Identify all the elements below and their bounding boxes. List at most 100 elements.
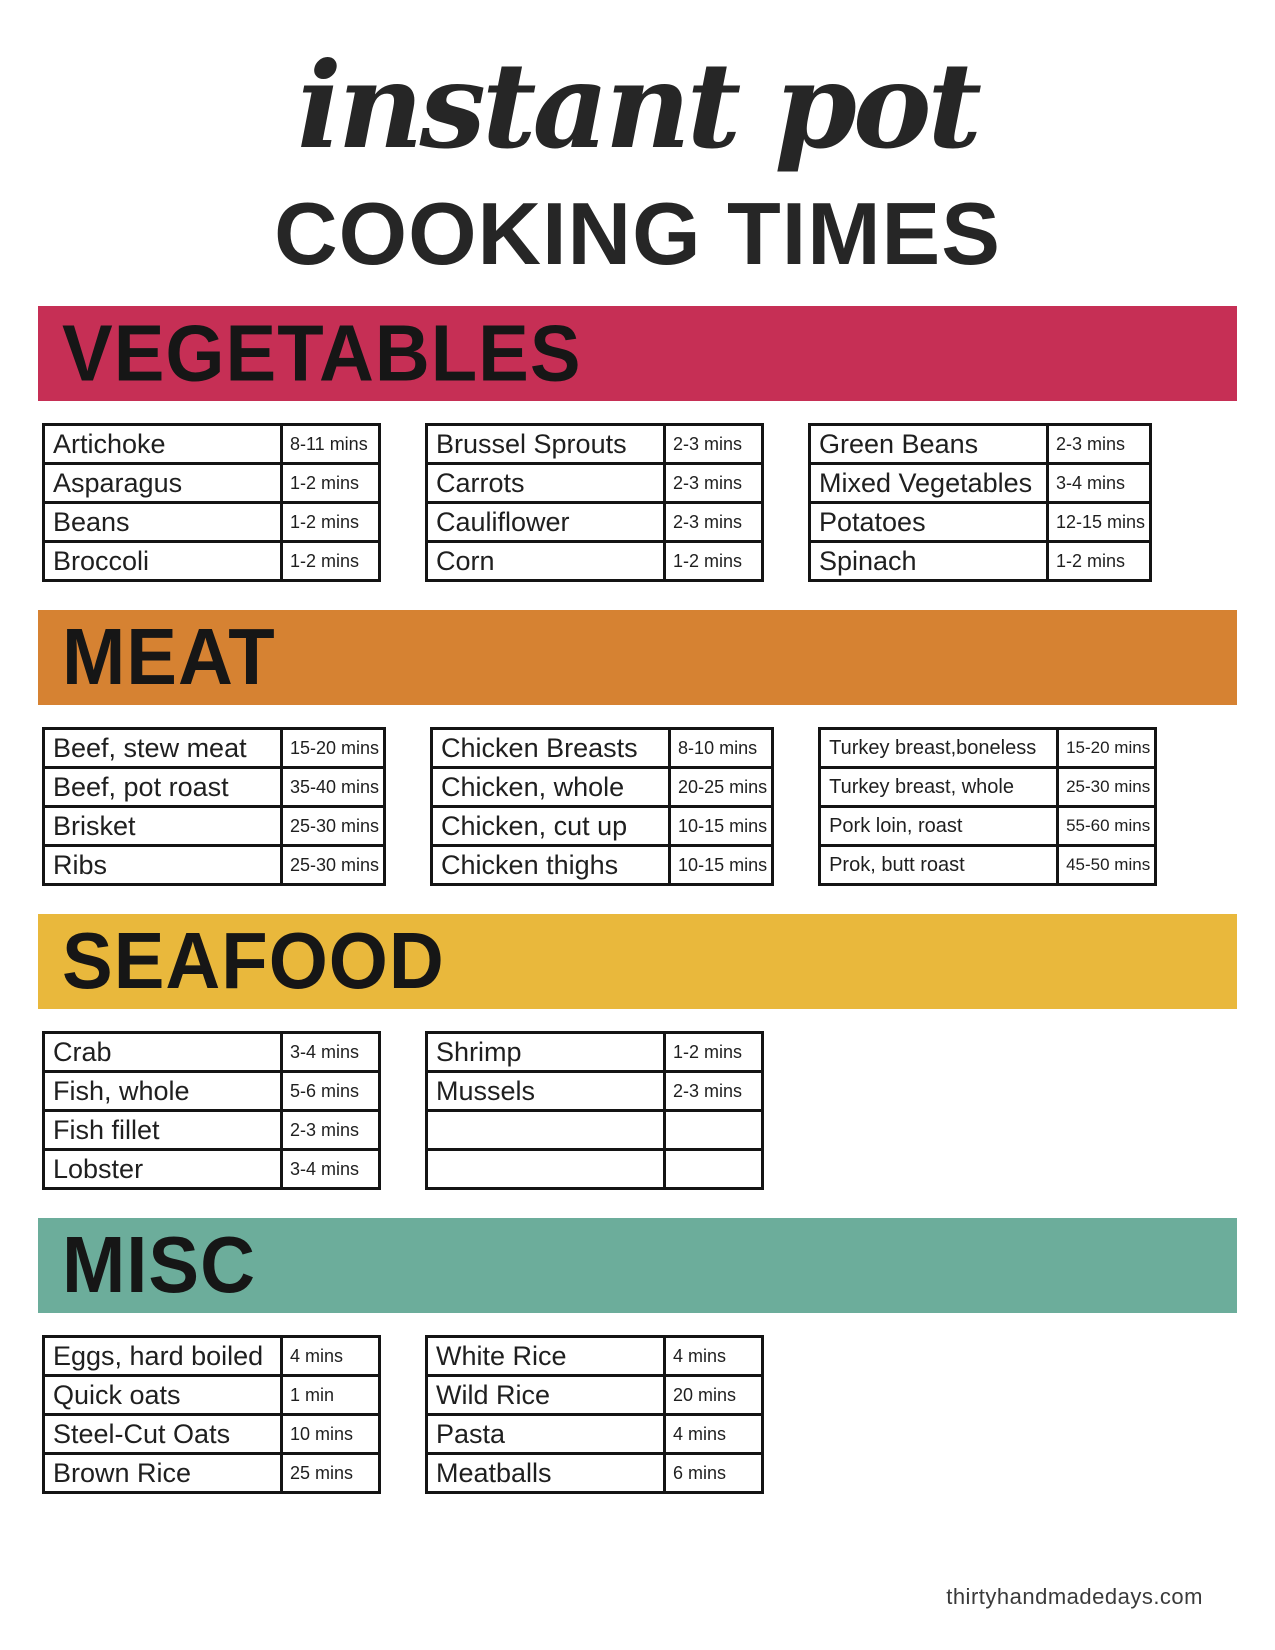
food-name-cell: Pork loin, roast: [818, 805, 1060, 847]
cook-time-cell: 25-30 mins: [279, 805, 387, 847]
cook-time-cell: [663, 1109, 764, 1151]
food-name-cell: Corn: [425, 540, 666, 582]
cook-time-cell: 3-4 mins: [1045, 462, 1153, 504]
cooking-times-table: Artichoke 8-11 mins Asparagus 1-2 mins Beans…: [42, 423, 381, 582]
section-vegetables: VEGETABLES Artichoke 8-11 mins Asparagus 1-…: [38, 306, 1237, 596]
section-banner-vegetables: VEGETABLES: [38, 306, 1237, 401]
table-row: Meatballs 6 mins: [425, 1452, 764, 1494]
food-name-cell: Wild Rice: [425, 1374, 666, 1416]
table-row: Potatoes 12-15 mins: [808, 501, 1153, 543]
table-row: Broccoli 1-2 mins: [42, 540, 381, 582]
table-row: Cauliflower 2-3 mins: [425, 501, 764, 543]
tables-meat: Beef, stew meat 15-20 mins Beef, pot roast…: [38, 705, 1237, 900]
table-row: [425, 1109, 764, 1151]
cook-time-cell: 1 min: [280, 1374, 381, 1416]
cook-time-cell: 45-50 mins: [1056, 844, 1158, 886]
table-row: [425, 1148, 764, 1190]
table-row: Fish, whole 5-6 mins: [42, 1070, 381, 1112]
food-name-cell: Ribs: [42, 844, 283, 886]
cook-time-cell: 10-15 mins: [668, 844, 775, 886]
section-title: MEAT: [62, 612, 276, 702]
food-name-cell: Chicken Breasts: [430, 727, 672, 769]
cook-time-cell: 10-15 mins: [668, 805, 775, 847]
table-row: Quick oats 1 min: [42, 1374, 381, 1416]
table-row: White Rice 4 mins: [425, 1335, 764, 1377]
food-name-cell: White Rice: [425, 1335, 666, 1377]
cook-time-cell: 1-2 mins: [280, 501, 381, 543]
cook-time-cell: 4 mins: [663, 1413, 764, 1455]
table-row: Green Beans 2-3 mins: [808, 423, 1153, 465]
food-name-cell: Carrots: [425, 462, 666, 504]
food-name-cell: [425, 1148, 666, 1190]
table-row: Turkey breast, whole 25-30 mins: [818, 766, 1158, 808]
table-row: Wild Rice 20 mins: [425, 1374, 764, 1416]
cook-time-cell: 1-2 mins: [663, 1031, 764, 1073]
food-name-cell: Green Beans: [808, 423, 1049, 465]
table-row: Steel-Cut Oats 10 mins: [42, 1413, 381, 1455]
table-row: Chicken Breasts 8-10 mins: [430, 727, 775, 769]
cook-time-cell: 1-2 mins: [1045, 540, 1153, 582]
food-name-cell: Chicken, whole: [430, 766, 672, 808]
table-row: Fish fillet 2-3 mins: [42, 1109, 381, 1151]
food-name-cell: Asparagus: [42, 462, 283, 504]
cook-time-cell: 8-10 mins: [668, 727, 775, 769]
food-name-cell: Artichoke: [42, 423, 283, 465]
cook-time-cell: [663, 1148, 764, 1190]
website-link: thirtyhandmadedays.com: [946, 1584, 1203, 1609]
tables-vegetables: Artichoke 8-11 mins Asparagus 1-2 mins Beans…: [38, 401, 1237, 596]
food-name-cell: Brussel Sprouts: [425, 423, 666, 465]
cooking-times-table: Brussel Sprouts 2-3 mins Carrots 2-3 mins Ca…: [425, 423, 764, 582]
food-name-cell: Prok, butt roast: [818, 844, 1060, 886]
table-row: Corn 1-2 mins: [425, 540, 764, 582]
cook-time-cell: 15-20 mins: [1056, 727, 1158, 769]
food-name-cell: Quick oats: [42, 1374, 283, 1416]
table-row: Artichoke 8-11 mins: [42, 423, 381, 465]
title-script: instant pot: [296, 36, 982, 175]
table-row: Prok, butt roast 45-50 mins: [818, 844, 1158, 886]
food-name-cell: Meatballs: [425, 1452, 666, 1494]
section-banner-seafood: SEAFOOD: [38, 914, 1237, 1009]
table-row: Pasta 4 mins: [425, 1413, 764, 1455]
cook-time-cell: 1-2 mins: [280, 462, 381, 504]
cook-time-cell: 4 mins: [280, 1335, 381, 1377]
cook-time-cell: 1-2 mins: [280, 540, 381, 582]
food-name-cell: Eggs, hard boiled: [42, 1335, 283, 1377]
cooking-times-table: Shrimp 1-2 mins Mussels 2-3 mins: [425, 1031, 764, 1190]
food-name-cell: Beef, pot roast: [42, 766, 283, 808]
cook-time-cell: 2-3 mins: [663, 1070, 764, 1112]
table-row: Beef, pot roast 35-40 mins: [42, 766, 387, 808]
table-row: Chicken thighs 10-15 mins: [430, 844, 775, 886]
cooking-times-table: Crab 3-4 mins Fish, whole 5-6 mins Fish fill…: [42, 1031, 381, 1190]
food-name-cell: Pasta: [425, 1413, 666, 1455]
section-title: MISC: [62, 1220, 256, 1310]
food-name-cell: Turkey breast,boneless: [818, 727, 1060, 769]
tables-misc: Eggs, hard boiled 4 mins Quick oats 1 min St…: [38, 1313, 1237, 1508]
cook-time-cell: 3-4 mins: [280, 1031, 381, 1073]
cooking-times-table: Turkey breast,boneless 15-20 mins Turkey b…: [818, 727, 1158, 886]
food-name-cell: Chicken thighs: [430, 844, 672, 886]
table-row: Crab 3-4 mins: [42, 1031, 381, 1073]
food-name-cell: Spinach: [808, 540, 1049, 582]
table-row: Turkey breast,boneless 15-20 mins: [818, 727, 1158, 769]
table-row: Brown Rice 25 mins: [42, 1452, 381, 1494]
page-title: COOKING TIMES: [274, 184, 1001, 283]
food-name-cell: Lobster: [42, 1148, 283, 1190]
cook-time-cell: 6 mins: [663, 1452, 764, 1494]
table-row: Mussels 2-3 mins: [425, 1070, 764, 1112]
cook-time-cell: 35-40 mins: [279, 766, 387, 808]
table-row: Carrots 2-3 mins: [425, 462, 764, 504]
cook-time-cell: 25-30 mins: [1056, 766, 1158, 808]
cook-time-cell: 25 mins: [280, 1452, 381, 1494]
cook-time-cell: 15-20 mins: [279, 727, 387, 769]
cook-time-cell: 20-25 mins: [668, 766, 775, 808]
cook-time-cell: 10 mins: [280, 1413, 381, 1455]
section-title: SEAFOOD: [62, 916, 445, 1006]
table-row: Ribs 25-30 mins: [42, 844, 387, 886]
food-name-cell: Crab: [42, 1031, 283, 1073]
cook-time-cell: 2-3 mins: [663, 423, 764, 465]
table-row: Mixed Vegetables 3-4 mins: [808, 462, 1153, 504]
cook-time-cell: 4 mins: [663, 1335, 764, 1377]
table-row: Brussel Sprouts 2-3 mins: [425, 423, 764, 465]
food-name-cell: Beans: [42, 501, 283, 543]
table-row: Shrimp 1-2 mins: [425, 1031, 764, 1073]
